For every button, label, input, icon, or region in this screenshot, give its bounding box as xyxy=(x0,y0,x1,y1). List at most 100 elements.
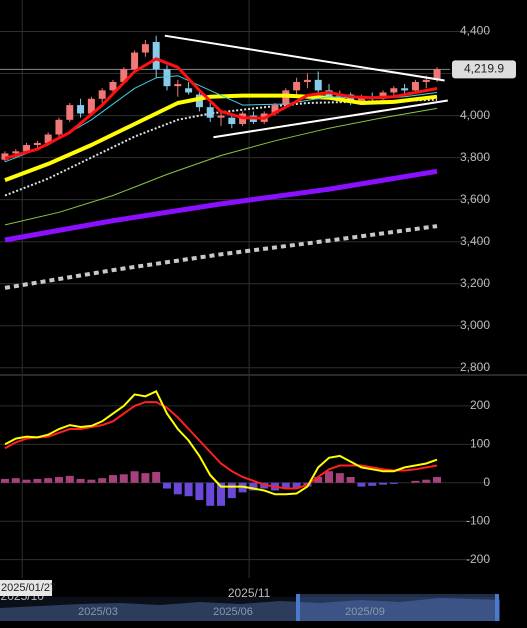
histogram-bar xyxy=(130,471,139,483)
trendline xyxy=(164,34,445,82)
histogram-bar xyxy=(357,482,366,487)
y-tick-label: 100 xyxy=(470,437,490,451)
y-tick-label: 4,400 xyxy=(460,24,490,38)
candle-body xyxy=(120,69,128,82)
candle-body xyxy=(422,79,430,82)
candle-body xyxy=(217,115,225,118)
navigator-selection[interactable] xyxy=(298,594,497,621)
y-tick-label: 3,400 xyxy=(460,234,490,248)
moving-average xyxy=(4,93,438,182)
last-price-box xyxy=(452,60,516,79)
navigator-handle[interactable] xyxy=(296,594,300,621)
candle-body xyxy=(433,69,441,80)
histogram-bar xyxy=(411,480,420,483)
macd-line xyxy=(4,389,438,496)
candle-body xyxy=(228,117,236,124)
y-tick-label: 0 xyxy=(483,475,490,489)
x-tick-label: 2025/11 xyxy=(228,586,271,600)
histogram-bar xyxy=(368,482,377,486)
candle-body xyxy=(33,142,41,146)
histogram-bar xyxy=(87,479,96,483)
histogram-bar xyxy=(249,482,258,491)
candle-body xyxy=(109,81,117,91)
histogram-bar xyxy=(195,482,204,501)
histogram-bar xyxy=(184,482,193,497)
histogram-bar xyxy=(162,482,171,489)
candle-body xyxy=(44,134,52,143)
histogram-bar xyxy=(314,477,323,483)
moving-average xyxy=(4,107,438,226)
navigator-label: 2025/09 xyxy=(345,606,385,618)
navigator-handle[interactable] xyxy=(495,594,499,621)
y-tick-label: 2,800 xyxy=(460,360,490,374)
candle-body xyxy=(411,81,419,91)
histogram-bar xyxy=(108,475,117,483)
candle-body xyxy=(163,69,171,87)
candle-body xyxy=(314,79,322,91)
moving-average xyxy=(4,224,438,290)
candle-body xyxy=(87,98,95,114)
candle-body xyxy=(77,105,85,114)
histogram-bar xyxy=(98,478,107,483)
candle-body xyxy=(303,79,311,82)
cursor-label: 2025/01/27 xyxy=(1,582,56,594)
histogram-bar xyxy=(119,474,128,483)
moving-average xyxy=(4,168,438,243)
navigator-silhouette xyxy=(0,598,500,621)
candle-body xyxy=(141,44,149,53)
y-tick-label: -200 xyxy=(466,552,490,566)
histogram-bar xyxy=(422,479,431,483)
histogram-bar xyxy=(379,482,388,485)
histogram-bar xyxy=(389,482,398,484)
candle-body xyxy=(206,107,214,118)
y-tick-label: -100 xyxy=(466,513,490,527)
candle-body xyxy=(357,96,365,101)
histogram-bar xyxy=(76,478,85,483)
y-tick-label: 3,800 xyxy=(460,150,490,164)
candle-body xyxy=(98,90,106,99)
candle-body xyxy=(293,81,301,91)
candle-body xyxy=(379,92,387,99)
candle-body xyxy=(401,88,409,91)
cursor-label-box xyxy=(0,580,52,596)
histogram-bar xyxy=(292,482,301,488)
candle-body xyxy=(12,151,20,154)
histogram-bar xyxy=(325,471,334,483)
histogram-bar xyxy=(346,477,355,483)
candle-body xyxy=(23,145,31,152)
histogram-bar xyxy=(281,482,290,489)
candle-body xyxy=(152,42,160,70)
candle-body xyxy=(271,105,279,114)
histogram-bar xyxy=(206,482,215,506)
histogram-bar xyxy=(11,478,20,483)
candle-body xyxy=(390,88,398,93)
histogram-bar xyxy=(335,473,344,483)
navigator-label: 2025/06 xyxy=(213,606,253,618)
histogram-bar xyxy=(227,482,236,499)
candle-body xyxy=(1,153,9,160)
candle-body xyxy=(174,84,182,87)
histogram-bar xyxy=(0,478,9,483)
y-tick-label: 3,000 xyxy=(460,318,490,332)
histogram-bar xyxy=(217,482,226,506)
macd-line xyxy=(4,401,438,490)
histogram-bar xyxy=(141,473,150,483)
histogram-bar xyxy=(54,477,63,483)
histogram-bar xyxy=(65,475,74,483)
histogram-bar xyxy=(173,482,182,495)
y-tick-label: 4,000 xyxy=(460,108,490,122)
trendline xyxy=(213,99,448,139)
last-price-label: 4,219.9 xyxy=(464,62,504,76)
moving-average xyxy=(4,57,438,160)
candle-body xyxy=(131,52,139,70)
navigator-label: 2025/03 xyxy=(78,606,118,618)
y-tick-label: 3,200 xyxy=(460,276,490,290)
candle-body xyxy=(185,88,193,93)
candle-body xyxy=(66,105,74,120)
candle-body xyxy=(282,90,290,106)
histogram-bar xyxy=(22,479,31,483)
y-tick-label: 3,600 xyxy=(460,192,490,206)
candle-body xyxy=(55,119,63,135)
histogram-bar xyxy=(152,472,161,483)
